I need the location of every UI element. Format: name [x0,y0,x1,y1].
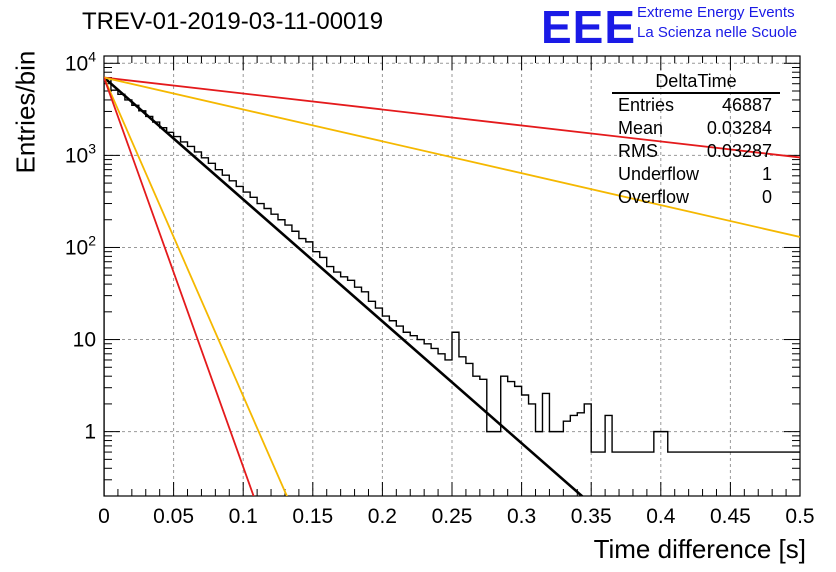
x-tick-label: 0.1 [229,505,258,528]
logo-line-2: La Scienza nelle Scuole [637,24,798,41]
x-axis-label: Time difference [s] [593,534,806,564]
stats-box: DeltaTime Entries 46887 Mean 0.03284 RMS 0.… [612,70,780,209]
y-tick-label: 103 [65,140,96,167]
x-tick-label: 0.5 [785,505,814,528]
stats-value: 46887 [721,95,772,115]
stats-row: RMS 0.03287 [612,140,780,163]
stats-label: Underflow [618,164,700,184]
logo-line-1: Extreme Energy Events [637,4,795,21]
stats-label: Entries [618,95,675,115]
stats-value: 1 [761,164,772,184]
y-tick-label: 1 [84,421,96,444]
eee-logo: EEE [541,1,637,53]
x-tick-label: 0.05 [153,505,194,528]
stats-label: Overflow [618,187,690,207]
x-tick-label: 0.3 [507,505,536,528]
y-axis-label: Entries/bin [10,50,41,174]
x-tick-label: 0.2 [368,505,397,528]
y-tick-label: 104 [65,48,96,75]
x-tick-label: 0.35 [571,505,612,528]
y-tick-label: 102 [65,232,96,259]
stats-row: Overflow 0 [612,186,780,209]
stats-row: Underflow 1 [612,163,780,186]
stats-value: 0.03284 [706,118,772,138]
fit-line-red-slow [104,76,800,159]
fit-line-orange-fast [104,77,288,496]
stats-title: DeltaTime [612,70,780,94]
fit-line-fit [104,76,584,496]
fit-line-red-fast [104,77,255,496]
chart-title: TREV-01-2019-03-11-00019 [82,8,384,35]
stats-row: Entries 46887 [612,94,780,117]
x-tick-label: 0.15 [292,505,333,528]
fit-line-orange-slow [104,76,800,238]
stats-row: Mean 0.03284 [612,117,780,140]
stats-label: RMS [618,141,658,161]
stats-value: 0.03287 [706,141,772,161]
x-tick-label: 0.45 [710,505,751,528]
x-tick-label: 0 [98,505,110,528]
stats-label: Mean [618,118,664,138]
y-tick-label: 10 [73,329,96,352]
stats-value: 0 [761,187,772,207]
x-tick-label: 0.4 [646,505,676,528]
x-tick-label: 0.25 [432,505,473,528]
histogram-series [104,78,800,496]
